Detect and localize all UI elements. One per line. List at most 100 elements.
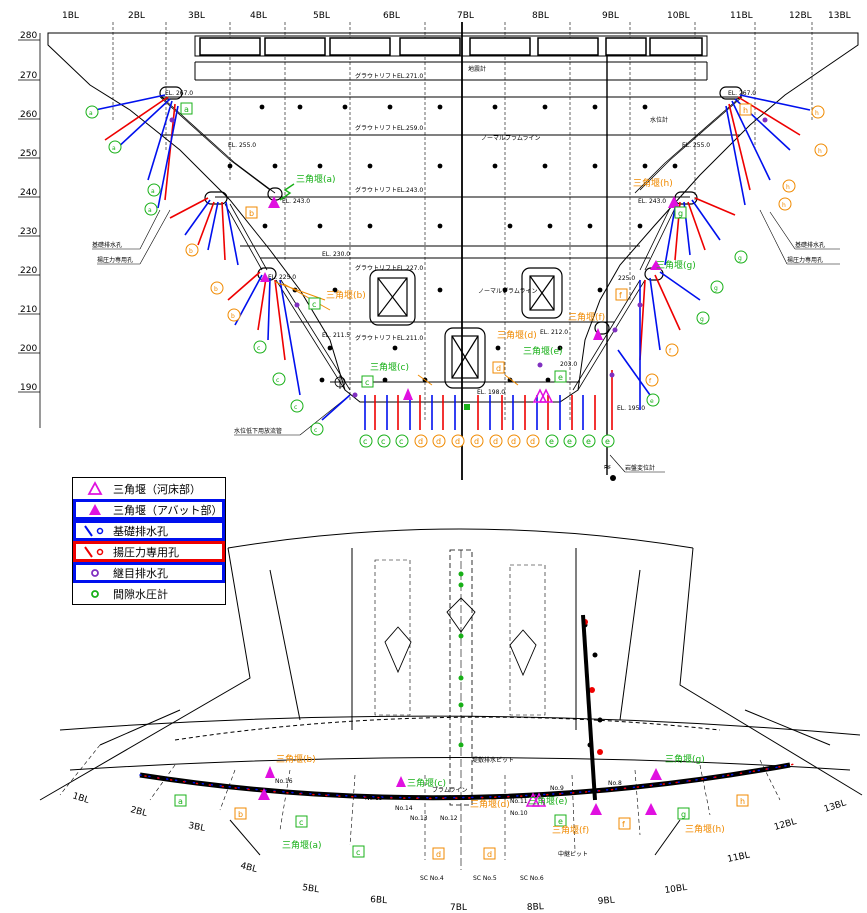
svg-text:≈: ≈ [603,462,611,473]
hole-labels-right: h h h h f f [649,110,822,385]
zone-label: a [178,797,183,806]
hole-label: d [418,437,423,446]
hole-label: a [112,145,116,152]
block-label: 2BL [129,805,148,819]
hole-label: f [649,378,652,385]
hole-label: g [714,285,718,292]
plan-note: 堤敷排水ピット [472,756,514,764]
grout-lift-note: グラウトリフトEL.259.0 [355,124,423,132]
grout-lift-note: グラウトリフトEL.271.0 [355,72,423,80]
block-label: 6BL [383,11,400,21]
plan-abutment-weirs [258,766,662,815]
hole-label: d [530,437,535,446]
weir-label: 三角堰(c) [407,777,446,789]
hole-labels-left-orange: b b b [189,248,235,320]
plan-note: SC No.5 [473,875,497,882]
hole-label: e [650,398,654,405]
plan-zone-boxes [174,794,749,860]
weir-label: 三角堰(b) [276,753,316,765]
plan-riverbed-weirs [525,792,547,807]
weir-label: 三角堰(g) [656,259,696,271]
block-label: 12BL [789,11,812,21]
zone-label: c [299,818,303,827]
elevation-note: EL. 267.0 [728,90,756,97]
legend-label: 揚圧力専用孔 [113,545,179,559]
elevation-note: 203.0 [560,361,577,368]
elevation-axis: 280 270 260 250 240 230 220 210 200 190 [18,31,41,428]
drain-holes-bottom [364,370,613,430]
hole-label: c [381,437,385,446]
uplift-hole-note: 揚圧力専用孔 [97,256,133,264]
block-label: 5BL [313,11,330,21]
legend: 三角堰（河床部） 三角堰（アバット部） 基礎排水孔 揚圧力専用孔 継目排水孔 間… [72,477,226,605]
leader-lines [92,209,840,473]
hole-label: d [474,437,479,446]
zone-boxes-top [180,102,752,388]
hole-label: c [363,437,367,446]
legend-item: 基礎排水孔 [73,520,225,541]
hole-label: d [493,437,498,446]
weir-label: 三角堰(f) [568,311,605,323]
hole-label: a [89,110,93,117]
hole-label: h [786,184,790,191]
plan-note: No.11 [510,798,528,805]
rock-meter-note: 岩盤変位計 [625,464,655,472]
hole-label: a [151,188,155,195]
zone-box-labels-top: a b c c d e f g h [184,105,748,387]
hole-labels-left: a a a a c c c c [89,110,317,434]
weir-label: 三角堰(a) [296,173,336,185]
elevation-label: 190 [20,383,37,393]
water-level-note: 水位計 [650,116,668,124]
elevation-label: 280 [20,31,37,41]
legend-item: 三角堰（河床部） [73,478,225,499]
galleries [159,86,743,389]
plan-note: プラムライン [432,787,468,794]
rock-meter-symbol: ≈ [603,462,616,481]
hole-label: c [294,404,297,411]
zone-label: f [619,291,622,300]
plan-note: No.14 [395,805,413,812]
block-label: 9BL [597,896,615,907]
legend-item: 継目排水孔 [73,562,225,583]
hole-label: b [231,313,235,320]
block-label: 4BL [239,861,258,875]
grout-lift-note: グラウトリフトEL.211.0 [355,334,423,342]
zone-label: b [238,810,243,819]
hole-label: c [276,377,279,384]
zone-label: h [740,797,745,806]
elevation-label: 220 [20,266,37,276]
plan-block-labels: 1BL 2BL 3BL 4BL 5BL 6BL 7BL 8BL 9BL 10BL… [71,791,847,913]
hole-label: e [605,437,610,446]
zone-label: d [487,850,492,859]
block-label: 9BL [602,11,619,21]
legend-label: 基礎排水孔 [113,524,168,538]
zone-label: h [743,106,748,115]
block-label: 1BL [62,11,79,21]
hole-label: d [455,437,460,446]
filled-triangle-icon [89,504,101,515]
hole-labels-right-green: g g g e [650,255,742,405]
elevation-note: EL. 211.5 [322,332,350,339]
hole-label: c [257,345,260,352]
elevation-note: EL. 243.0 [638,198,666,205]
hole-label: e [586,437,591,446]
plan-notes: SC No.4 SC No.5 SC No.6 プラムライン 堤敷排水ピット 中… [275,756,622,882]
elevation-note: EL. 255.0 [228,142,256,149]
hole-circles-right [645,105,828,387]
weir-leaders [274,281,519,386]
legend-label: 三角堰（アバット部） [113,503,223,517]
hole-label: g [700,316,704,323]
hole-label: c [314,427,317,434]
blue-line-icon [84,525,104,537]
hole-label: d [511,437,516,446]
purple-dot-icon [91,569,99,577]
weir-labels-top: 三角堰(a) 三角堰(b) 三角堰(c) 三角堰(d) 三角堰(e) 三角堰(f… [296,173,696,373]
plan-note: No.13 [410,815,428,822]
block-label: 3BL [187,821,205,834]
hole-label: e [567,437,572,446]
weir-label: 三角堰(e) [528,795,568,807]
legend-item: 三角堰（アバット部） [73,499,225,520]
elevation-note: EL. 195.0 [617,405,645,412]
elevation-note: EL. 230.0 [322,251,350,258]
hole-label: e [549,437,554,446]
